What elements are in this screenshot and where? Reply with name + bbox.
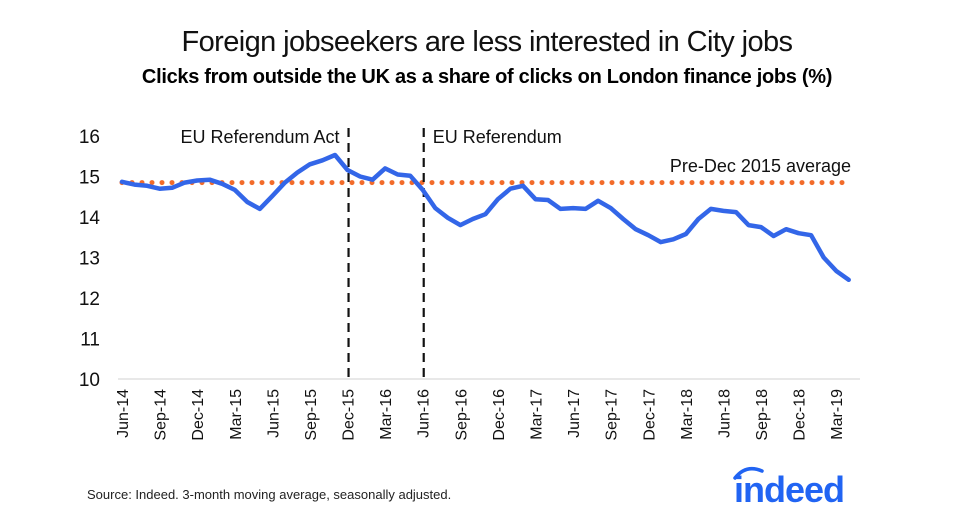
annotation-labels: EU Referendum Act EU Referendum Pre-Dec 20… — [180, 127, 851, 176]
x-tick-label: Dec-18 — [792, 389, 809, 441]
chart-subtitle: Clicks from outside the UK as a share of… — [141, 66, 833, 88]
x-tick-label: Sep-14 — [153, 389, 170, 441]
y-axis: 10 11 12 13 14 15 16 — [79, 127, 101, 391]
y-tick-label: 14 — [79, 208, 101, 229]
x-tick-label: Jun-14 — [115, 389, 132, 438]
y-tick-label: 13 — [79, 249, 100, 270]
x-tick-label: Mar-18 — [679, 389, 696, 440]
x-tick-label: Sep-16 — [453, 389, 470, 441]
data-series — [119, 152, 851, 283]
x-tick-label: Sep-17 — [604, 389, 621, 441]
y-tick-label: 10 — [79, 370, 100, 391]
x-tick-label: Dec-16 — [491, 389, 508, 441]
x-tick-label: Jun-15 — [265, 389, 282, 438]
svg-text:indeed: indeed — [734, 469, 844, 508]
x-tick-label: Jun-16 — [416, 389, 433, 438]
y-tick-label: 15 — [79, 168, 100, 189]
series-line — [119, 152, 851, 283]
y-tick-label: 16 — [79, 127, 100, 148]
x-tick-label: Mar-17 — [528, 389, 545, 440]
x-tick-label: Mar-16 — [378, 389, 395, 440]
x-tick-label: Jun-18 — [716, 389, 733, 438]
x-tick-label: Sep-18 — [754, 389, 771, 441]
x-tick-label: Sep-15 — [303, 389, 320, 441]
average-label: Pre-Dec 2015 average — [670, 156, 851, 176]
event-label-referendum-act: EU Referendum Act — [180, 127, 339, 147]
event-label-referendum: EU Referendum — [433, 127, 562, 147]
x-tick-label: Mar-15 — [228, 389, 245, 440]
event-lines — [347, 128, 425, 379]
x-tick-label: Mar-19 — [829, 389, 846, 440]
x-tick-label: Dec-17 — [641, 389, 658, 441]
x-tick-label: Jun-17 — [566, 389, 583, 438]
y-tick-label: 12 — [79, 289, 100, 310]
x-tick-label: Dec-14 — [190, 389, 207, 441]
chart-title: Foreign jobseekers are less interested i… — [181, 26, 794, 58]
x-tick-label: Dec-15 — [341, 389, 358, 441]
source-note: Source: Indeed. 3-month moving average, … — [87, 487, 452, 502]
indeed-logo: indeed — [732, 462, 862, 513]
y-tick-label: 11 — [80, 330, 100, 351]
x-axis: Jun-14 Sep-14 Dec-14 Mar-15 Jun-15 Sep-15 Dec-… — [115, 378, 860, 441]
